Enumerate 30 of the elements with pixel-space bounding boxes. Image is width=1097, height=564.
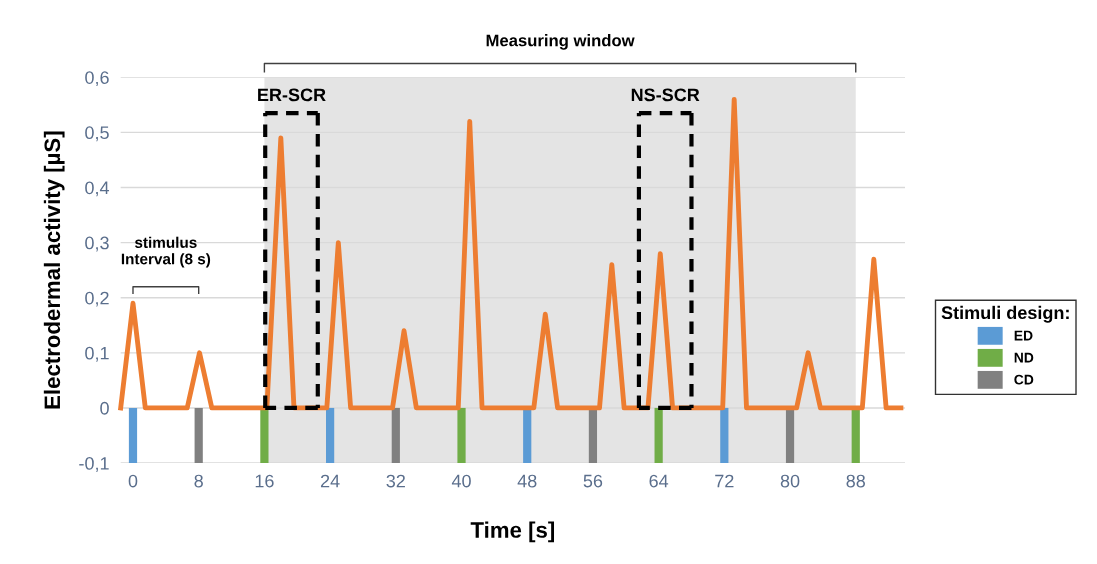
y-tick-label: 0,6 — [85, 71, 109, 87]
x-tick-label: 16 — [255, 474, 274, 488]
y-tick-label: 0,1 — [85, 346, 109, 362]
x-axis-title: Time [s] — [470, 521, 555, 543]
x-tick-label: 40 — [451, 474, 471, 488]
annotation: NS-SCR — [631, 88, 700, 102]
x-tick-label: 24 — [320, 474, 340, 488]
y-tick-label: 0,5 — [85, 126, 109, 142]
x-tick-label: 72 — [715, 474, 734, 488]
x-tick-label: 80 — [780, 474, 800, 488]
x-tick-label: 88 — [846, 474, 865, 488]
x-tick-label: 48 — [517, 474, 537, 488]
y-tick-label: 0,3 — [85, 236, 109, 252]
x-tick-label: 0 — [128, 474, 138, 488]
x-tick-label: 64 — [649, 474, 669, 488]
y-tick-label: 0 — [100, 401, 109, 415]
annotation: stimulus Interval (8 s) — [121, 236, 211, 268]
band-label: Measuring window — [486, 34, 635, 50]
x-tick-label: 32 — [386, 474, 405, 488]
x-tick-label: 56 — [583, 474, 603, 488]
annotation: ER-SCR — [258, 88, 326, 102]
legend-title: Stimuli design: — [941, 305, 1069, 323]
y-tick-label: 0,2 — [85, 291, 109, 307]
legend-label: ED — [1014, 330, 1033, 341]
legend-label: CD — [1014, 374, 1034, 385]
y-axis-title: Electrodermal activity [µS] — [43, 131, 65, 409]
legend-label: ND — [1014, 352, 1034, 363]
y-tick-label: -0,1 — [79, 456, 109, 472]
x-tick-label: 8 — [194, 474, 203, 488]
y-tick-label: 0,4 — [85, 181, 110, 197]
